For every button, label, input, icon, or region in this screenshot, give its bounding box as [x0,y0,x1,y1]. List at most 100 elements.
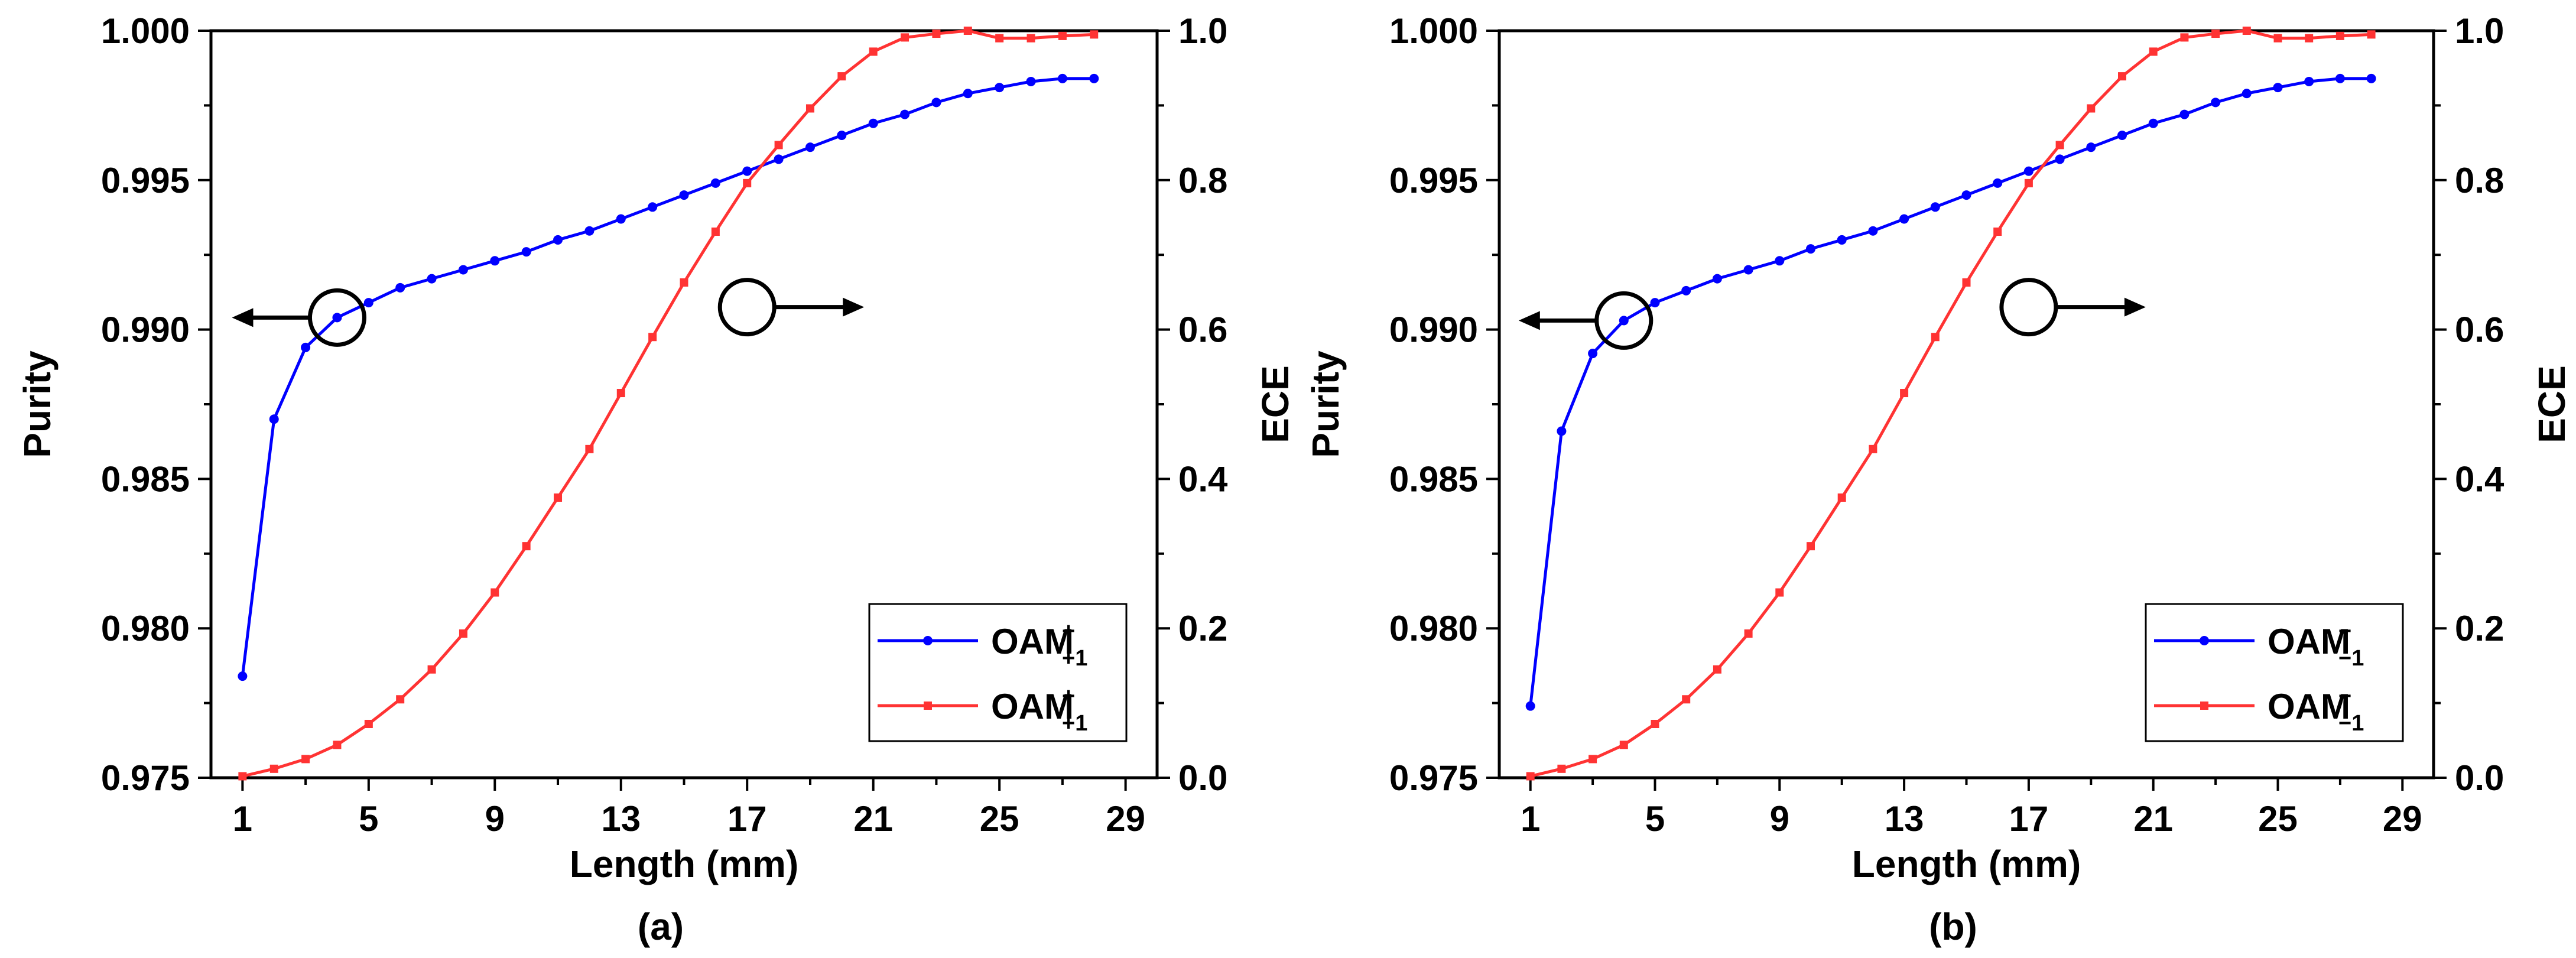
x-axis-title: Length (mm) [1852,843,2081,885]
y-tick-label: 0.990 [1389,310,1478,350]
legend-item: OAM−−1 [2154,619,2364,671]
x-tick-label: 5 [359,799,378,839]
left-y-axis: 0.975 0.980 0.985 0.990 0.995 1.000 Purity [1304,11,1499,798]
x-axis-title: Length (mm) [570,843,799,885]
legend-box [2145,603,2404,742]
data-point [2211,30,2220,38]
data-point [1900,389,1909,398]
data-point [1837,493,1846,502]
purity-series [1525,73,2376,711]
series-line [1530,29,2372,778]
data-point [2305,34,2314,43]
data-point [2304,76,2314,86]
data-point [1744,629,1753,638]
data-point [2335,73,2345,83]
data-point [301,342,311,352]
data-point [1057,73,1067,83]
y2-tick-label: 1.0 [1178,11,1227,51]
ece-series [1526,27,2376,781]
ece-series [238,27,1099,781]
x-tick-label: 9 [485,799,505,839]
data-point [554,493,563,502]
data-point [1650,298,1660,308]
legend-label-superscript: + [1062,684,1075,709]
data-point [1775,588,1784,597]
data-point [1712,274,1722,284]
purity-series [238,73,1099,681]
annotation-circle [1999,278,2058,337]
data-point [1743,265,1753,275]
data-point [2087,104,2096,113]
data-point [1961,190,1971,200]
legend-item: OAM−−1 [2154,684,2364,736]
data-point [427,665,436,674]
legend-label: OAM [2268,687,2350,726]
data-point [427,274,437,284]
data-point [2118,72,2126,81]
legend-label-superscript: + [1062,619,1075,644]
data-point [648,202,658,212]
legend-label: OAM [991,622,1074,661]
y2-tick-label: 0.6 [2455,310,2504,350]
right-y-axis: 0.0 0.2 0.4 0.6 0.8 1.0 ECE [2434,11,2573,798]
y2-tick-label: 0.2 [1178,609,1227,648]
data-point [868,118,878,128]
series-line [1529,77,2372,706]
data-point [490,588,499,597]
x-tick-label: 17 [727,799,767,839]
data-point [774,141,783,150]
arrow-head [843,297,865,317]
data-point [364,719,373,728]
y-axis-title: Purity [16,350,59,458]
data-point [2242,27,2251,35]
data-point [1806,244,1815,254]
data-point [1868,226,1878,236]
data-point [742,166,752,176]
y2-tick-label: 0.4 [1178,459,1228,499]
series-line [241,77,1094,677]
y2-tick-label: 0.2 [2455,609,2504,648]
x-tick-label: 25 [980,799,1019,839]
data-point [1525,701,1535,711]
data-point [2055,154,2065,164]
y2-tick-label: 0.6 [1178,310,1227,350]
data-point [521,247,531,257]
y2-tick-label: 0.8 [1178,161,1227,200]
x-tick-label: 29 [2383,799,2422,839]
data-point [1930,202,1940,212]
data-point [1526,772,1535,781]
data-point [459,629,467,638]
data-point [932,30,941,38]
x-tick-label: 13 [1885,799,1924,839]
panel-label: (a) [638,905,684,948]
data-point [1837,235,1847,245]
y2-tick-label: 0.0 [1178,758,1227,798]
data-point [963,27,972,35]
data-point [1993,178,2003,188]
data-point [2055,141,2064,150]
data-point [711,228,720,236]
data-point [805,104,814,113]
data-point [837,72,846,81]
data-point [490,256,500,266]
data-point [269,764,278,773]
x-tick-label: 21 [853,799,893,839]
data-point [774,154,784,164]
data-point [2367,30,2376,39]
data-point [1058,31,1067,40]
right-axis-indicator [717,278,865,337]
data-point [1682,695,1691,704]
y-axis-title: Purity [1304,350,1347,458]
data-point [2273,83,2283,93]
data-point [238,671,248,681]
y2-axis-title: ECE [1254,365,1297,443]
data-point [238,772,247,781]
legend-item: OAM++1 [878,684,1087,736]
y-tick-label: 0.985 [101,459,190,499]
data-point [269,414,279,424]
legend-swatch-marker [923,636,933,645]
data-point [333,741,342,749]
data-point [1588,349,1598,359]
